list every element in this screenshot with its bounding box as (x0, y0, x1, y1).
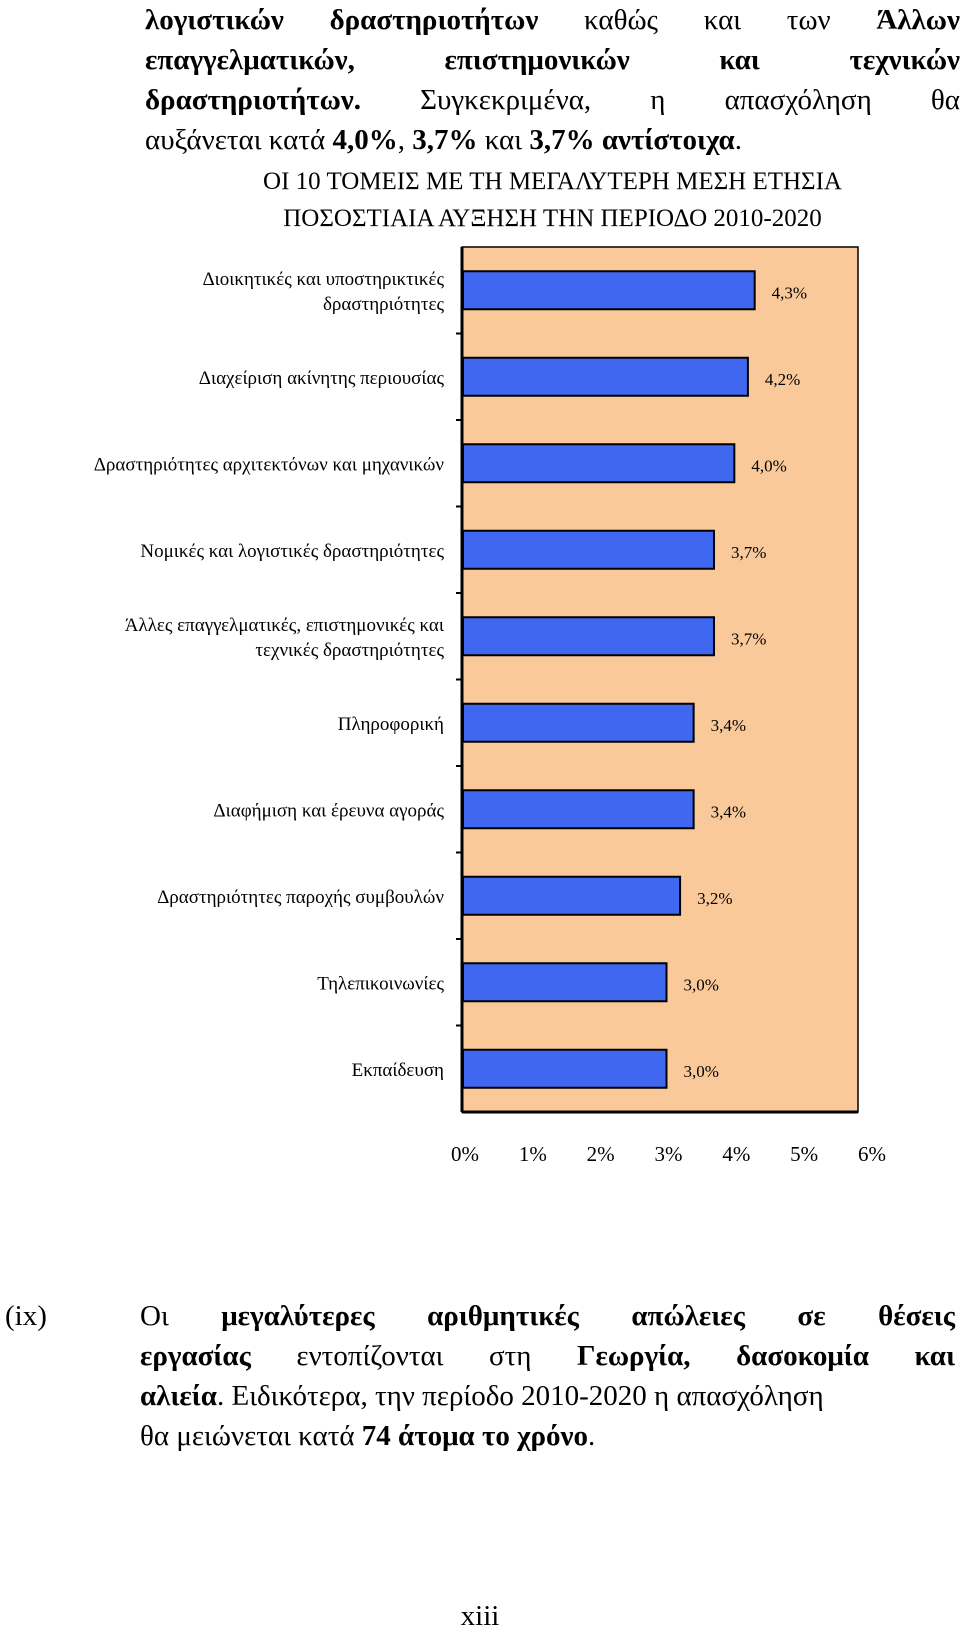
chart-title: ΟΙ 10 ΤΟΜΕΙΣ ΜΕ ΤΗ ΜΕΓΑΛΥΤΕΡΗ ΜΕΣΗ ΕΤΗΣΙ… (145, 163, 960, 237)
text-run: 3,7% αντίστοιχα (529, 124, 735, 156)
intro-line-2: επαγγελματικών, επιστημονικών και τεχνικών (145, 40, 960, 80)
bar-value-label: 3,0% (684, 975, 719, 994)
text-run: των (786, 4, 831, 36)
text-run: τεχνικών (849, 44, 960, 76)
text-run: αλιεία (140, 1380, 217, 1412)
text-run: Οι (140, 1300, 169, 1332)
bar (462, 1048, 668, 1089)
bar (462, 529, 715, 570)
text-run: και (477, 124, 530, 156)
intro-paragraph: λογιστικών δραστηριοτήτων καθώς και των Άλλων… (145, 0, 960, 160)
item-marker: (ix) (5, 1300, 47, 1332)
bar (462, 270, 756, 311)
text-run: δασοκομία (736, 1340, 869, 1372)
text-run: 74 άτομα το χρόνο (361, 1420, 588, 1452)
text-run: απασχόληση (724, 84, 872, 116)
category-label: Διαφήμιση και έρευνα αγοράς (213, 800, 444, 821)
text-run: και (703, 4, 742, 36)
text-run: . Ειδικότερα, την περίοδο 2010-2020 η απ… (217, 1380, 824, 1412)
chart-title-line-1: ΟΙ 10 ΤΟΜΕΙΣ ΜΕ ΤΗ ΜΕΓΑΛΥΤΕΡΗ ΜΕΣΗ ΕΤΗΣΙ… (263, 168, 842, 195)
x-tick-label: 6% (858, 1142, 886, 1166)
text-run: αυξάνεται κατά (145, 124, 333, 156)
text-run: Συγκεκριμένα, (420, 84, 592, 116)
text-run: Άλλων (876, 4, 960, 36)
x-tick-label: 4% (722, 1142, 750, 1166)
text-run: σε (797, 1300, 826, 1332)
bar (462, 962, 668, 1003)
intro-line-1: λογιστικών δραστηριοτήτων καθώς και των Άλλων (145, 0, 960, 40)
text-run: , (397, 124, 413, 156)
category-label: Δραστηριότητες παροχής συμβουλών (157, 887, 444, 908)
intro-line-3: δραστηριοτήτων. Συγκεκριμένα, η απασχόληση θ… (145, 80, 960, 120)
bar (462, 875, 682, 916)
x-tick-label: 0% (451, 1142, 479, 1166)
x-tick-label: 2% (587, 1142, 615, 1166)
text-run: Γεωργία, (577, 1340, 691, 1372)
text-run: δραστηριοτήτων (329, 4, 539, 36)
bar-value-label: 3,4% (711, 802, 746, 821)
item-ix-line-3: αλιεία. Ειδικότερα, την περίοδο 2010-202… (140, 1376, 955, 1416)
category-label: Άλλες επαγγελματικές, επιστημονικές και (125, 615, 445, 636)
text-run: και (719, 44, 760, 76)
bar (462, 443, 736, 484)
bar-value-label: 4,3% (772, 283, 807, 302)
text-run: . (734, 124, 742, 156)
text-run: επαγγελματικών, (145, 44, 355, 76)
bar-value-label: 3,7% (731, 543, 766, 562)
intro-line-4: αυξάνεται κατά 4,0%, 3,7% και 3,7% αντίσ… (145, 120, 960, 160)
bar (462, 616, 715, 657)
category-label: Εκπαίδευση (352, 1060, 444, 1081)
bar-value-label: 3,0% (684, 1062, 719, 1081)
bar-value-label: 3,2% (697, 889, 732, 908)
item-ix-line-4: θα μειώνεται κατά 74 άτομα το χρόνο. (140, 1416, 955, 1456)
item-ix-line-1: Οι μεγαλύτερες αριθμητικές απώλειες σε θέσεις (140, 1296, 955, 1336)
item-ix-line-2: εργασίας εντοπίζονται στη Γεωργία, δασοκομία… (140, 1336, 955, 1376)
text-run: αριθμητικές (427, 1300, 579, 1332)
text-run: 3,7% (412, 124, 478, 156)
category-label: Διοικητικές και υποστηρικτικές (202, 269, 444, 290)
chart-title-line-2: ΠΟΣΟΣΤΙΑΙΑ ΑΥΞΗΣΗ ΤΗΝ ΠΕΡΙΟΔΟ 2010-2020 (283, 205, 822, 232)
bar-value-label: 4,2% (765, 370, 800, 389)
item-ix-paragraph: Οι μεγαλύτερες αριθμητικές απώλειες σε θέσεις… (140, 1296, 955, 1456)
category-label: τεχνικές δραστηριότητες (255, 640, 444, 661)
text-run: μεγαλύτερες (221, 1300, 375, 1332)
text-run: θα (930, 84, 960, 116)
bar-value-label: 3,4% (711, 716, 746, 735)
bar (462, 789, 695, 830)
bar (462, 356, 749, 397)
text-run: 4,0% (332, 124, 398, 156)
page-number: xiii (460, 1600, 500, 1632)
text-run: . (587, 1420, 596, 1452)
bar-value-label: 4,0% (751, 456, 786, 475)
x-tick-label: 3% (655, 1142, 683, 1166)
text-run: λογιστικών (145, 4, 284, 36)
text-run: καθώς (584, 4, 659, 36)
text-run: επιστημονικών (444, 44, 630, 76)
category-label: δραστηριότητες (323, 294, 444, 315)
x-tick-label: 1% (519, 1142, 547, 1166)
category-label: Διαχείριση ακίνητης περιουσίας (199, 368, 445, 389)
text-run: θα μειώνεται κατά (140, 1420, 362, 1452)
x-tick-label: 5% (790, 1142, 818, 1166)
text-run: και (914, 1340, 955, 1372)
text-run: απώλειες (631, 1300, 745, 1332)
text-run: στη (489, 1340, 532, 1372)
bar-chart: 4,3% Διοικητικές και υποστηρικτικές δραστη… (94, 246, 886, 1166)
text-run: δραστηριοτήτων. (145, 84, 361, 116)
category-label: Δραστηριότητες αρχιτεκτόνων και μηχανικώ… (94, 454, 445, 475)
bar (462, 702, 695, 743)
bar-value-label: 3,7% (731, 629, 766, 648)
category-label: Νομικές και λογιστικές δραστηριότητες (140, 541, 444, 562)
category-label: Πληροφορική (338, 714, 444, 735)
text-run: εντοπίζονται (296, 1340, 444, 1372)
category-label: Τηλεπικοινωνίες (317, 973, 444, 994)
text-run: η (650, 84, 666, 116)
text-run: εργασίας (140, 1340, 251, 1372)
text-run: θέσεις (878, 1300, 955, 1332)
